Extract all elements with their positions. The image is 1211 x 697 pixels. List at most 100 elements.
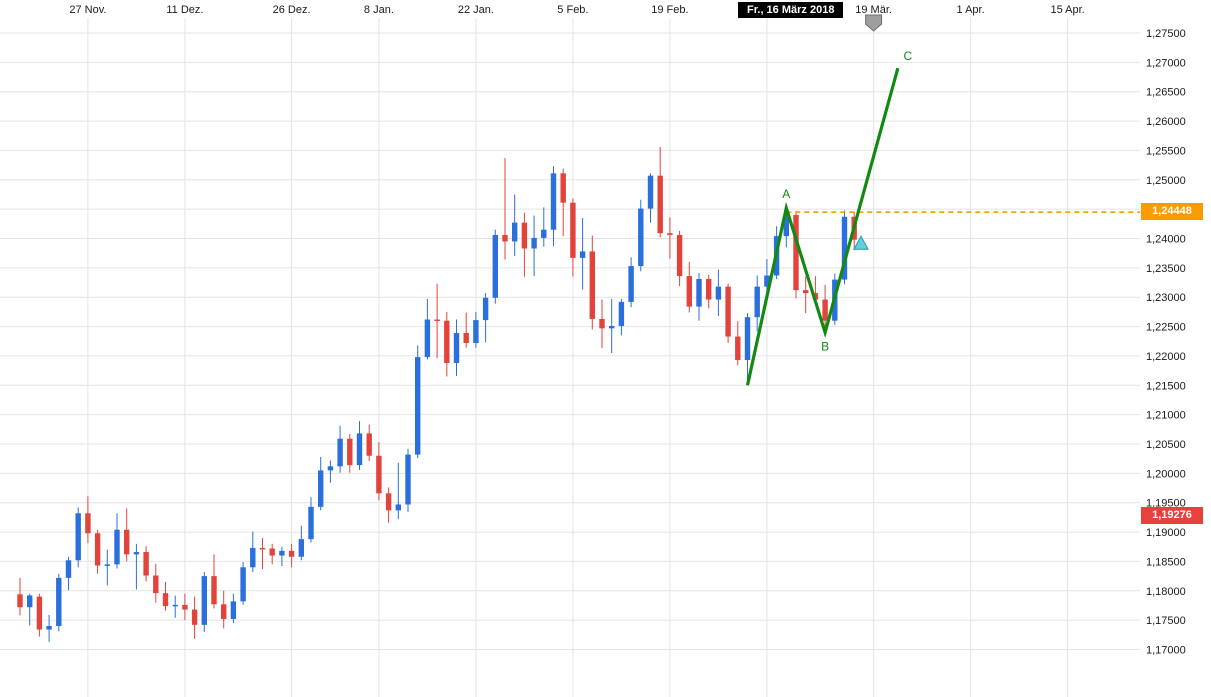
candle-body [327, 466, 334, 471]
y-axis-label: 1,23000 [1146, 292, 1186, 304]
candle-body [609, 325, 615, 329]
candle-body [463, 333, 469, 344]
candle-body [114, 529, 120, 565]
candle-body [502, 234, 508, 242]
y-axis-label: 1,20500 [1146, 439, 1186, 451]
candle-body [803, 290, 809, 294]
y-axis-label: 1,27500 [1146, 28, 1186, 40]
candle-body [657, 175, 663, 234]
abc-label-a: A [782, 187, 790, 201]
price-level-badge: 1,24448 [1141, 203, 1203, 221]
x-axis-label: 19 Mär. [855, 4, 892, 16]
y-axis-label: 1,22000 [1146, 351, 1186, 363]
abc-label-b: B [821, 339, 829, 353]
candle-body [424, 319, 431, 358]
candle-body [589, 251, 595, 319]
x-axis-label: 27 Nov. [69, 4, 106, 16]
candle-body [764, 275, 770, 287]
candle-body [250, 547, 256, 568]
candle-body [298, 539, 304, 557]
y-axis-label: 1,19000 [1146, 527, 1186, 539]
x-axis-label: 22 Jan. [458, 4, 494, 16]
candle-body [541, 229, 547, 238]
candle-body [706, 279, 712, 300]
abc-projection-line[interactable] [745, 67, 900, 386]
candle-body [482, 297, 489, 321]
abc-label-c: C [904, 49, 913, 63]
candle-body [376, 455, 382, 494]
y-axis-label: 1,24000 [1146, 233, 1186, 245]
y-axis-label: 1,18500 [1146, 556, 1186, 568]
x-axis-label: 26 Dez. [273, 4, 311, 16]
candle-body [94, 533, 101, 566]
y-axis-label: 1,26000 [1146, 116, 1186, 128]
candle-body [676, 234, 683, 277]
candle-body [638, 208, 644, 267]
candle-body [366, 433, 372, 456]
y-axis-label: 1,25000 [1146, 175, 1186, 187]
candle-body [385, 493, 392, 511]
candle-body [85, 513, 91, 534]
candle-body [550, 173, 557, 230]
candle-body [56, 577, 62, 627]
candle-body [104, 564, 110, 566]
candle-body [347, 438, 353, 466]
candle-body [473, 320, 479, 344]
candle-body [560, 173, 566, 203]
candle-body [36, 596, 43, 630]
candle-body [337, 438, 343, 467]
candle-body [444, 320, 450, 363]
candle-body [841, 216, 848, 280]
candle-body [46, 626, 52, 630]
y-axis-label: 1,17000 [1146, 644, 1186, 656]
anchor-marker[interactable] [865, 14, 883, 32]
y-axis-label: 1,18000 [1146, 586, 1186, 598]
candle-body [17, 594, 23, 608]
candle-body [793, 215, 799, 291]
candle-body [240, 567, 246, 602]
candle-body [715, 286, 722, 300]
candle-body [570, 202, 576, 258]
candle-body [531, 237, 537, 249]
candle-body [492, 234, 498, 298]
candle-body [696, 279, 702, 307]
y-axis-label: 1,23500 [1146, 263, 1186, 275]
candle-body [356, 433, 363, 466]
y-axis-label: 1,19500 [1146, 498, 1186, 510]
candle-body [453, 333, 460, 363]
y-axis-label: 1,26500 [1146, 87, 1186, 99]
candle-body [667, 233, 673, 235]
candle-body [725, 286, 731, 337]
candle-body [191, 609, 198, 625]
candle-body [405, 454, 411, 505]
candle-body [124, 529, 130, 555]
candle-body [618, 301, 625, 326]
candle-body [647, 175, 654, 209]
candle-body [395, 504, 401, 511]
candle-body [182, 604, 188, 610]
candle-body [133, 552, 140, 555]
x-axis-label: 5 Feb. [557, 4, 588, 16]
candle-body [211, 576, 217, 605]
y-axis-label: 1,25500 [1146, 145, 1186, 157]
candle-body [628, 266, 634, 302]
candle-body [75, 513, 81, 561]
triangle-marker[interactable] [853, 235, 869, 250]
candle-body [230, 601, 237, 619]
candle-body [521, 222, 528, 249]
candle-body [172, 604, 178, 607]
candle-body [783, 215, 789, 237]
candle-body [259, 547, 266, 550]
candle-body [744, 317, 751, 361]
candle-body [754, 286, 760, 318]
candle-body [65, 560, 72, 578]
x-axis-label: 15 Apr. [1050, 4, 1084, 16]
candle-body [143, 552, 149, 576]
candle-body [318, 470, 324, 507]
current-price-badge: 1,19276 [1141, 506, 1203, 524]
candle-body [599, 318, 605, 329]
y-axis-label: 1,21000 [1146, 410, 1186, 422]
y-axis-label: 1,22500 [1146, 322, 1186, 334]
